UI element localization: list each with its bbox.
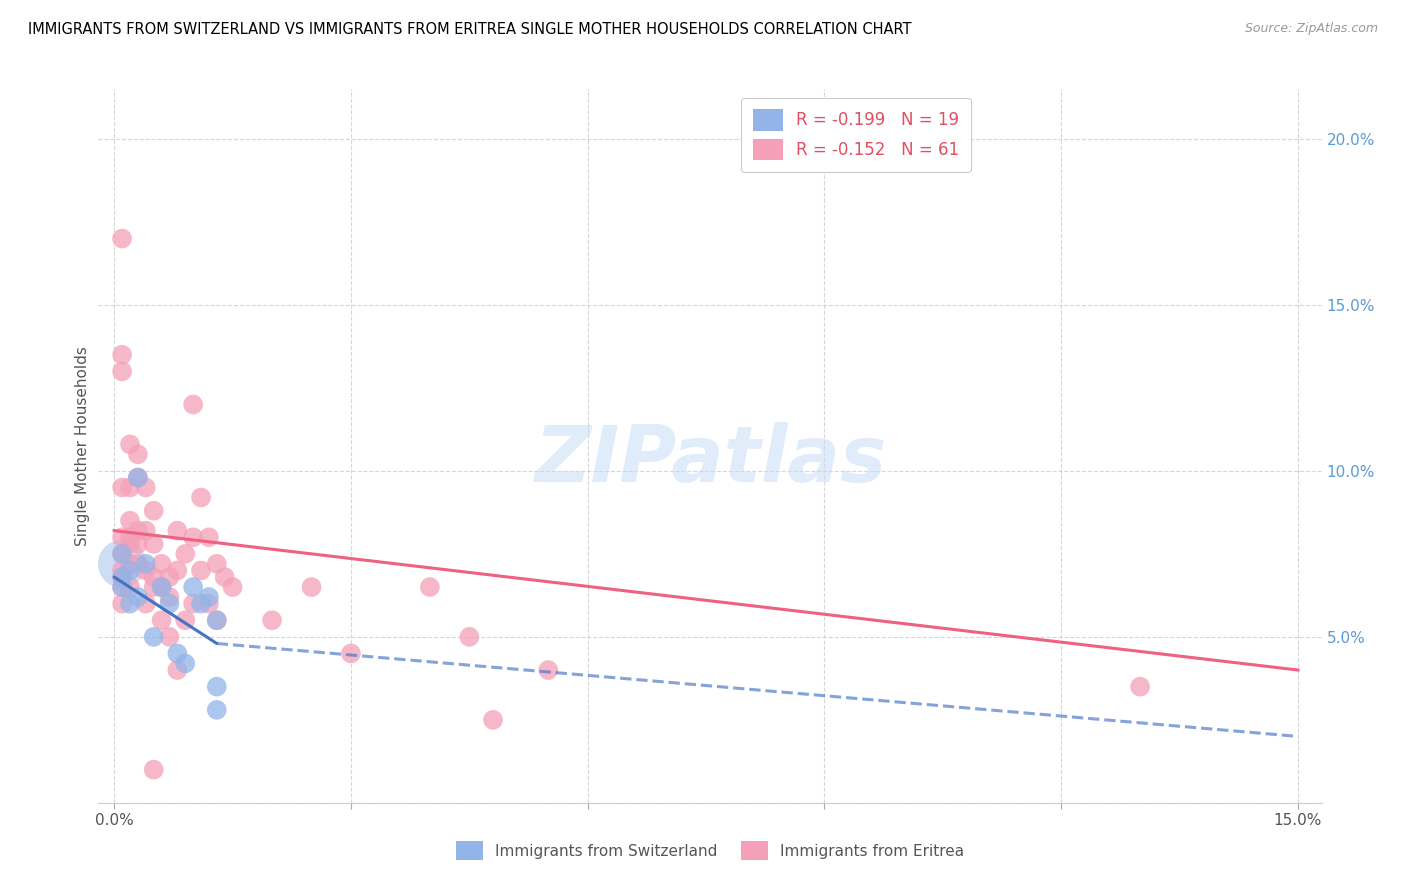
Point xyxy=(142,580,165,594)
Point xyxy=(301,580,323,594)
Point xyxy=(181,397,204,411)
Point xyxy=(127,557,149,571)
Point xyxy=(111,557,134,571)
Point xyxy=(118,437,141,451)
Point xyxy=(181,530,204,544)
Point xyxy=(205,703,228,717)
Point xyxy=(118,514,141,528)
Point xyxy=(482,713,505,727)
Point xyxy=(111,580,134,594)
Point xyxy=(190,564,212,578)
Point xyxy=(142,630,165,644)
Point xyxy=(111,231,134,245)
Point xyxy=(198,530,221,544)
Point xyxy=(127,537,149,551)
Text: IMMIGRANTS FROM SWITZERLAND VS IMMIGRANTS FROM ERITREA SINGLE MOTHER HOUSEHOLDS : IMMIGRANTS FROM SWITZERLAND VS IMMIGRANT… xyxy=(28,22,911,37)
Point xyxy=(190,597,212,611)
Point xyxy=(174,657,197,671)
Point xyxy=(111,597,134,611)
Point xyxy=(150,580,173,594)
Point xyxy=(174,613,197,627)
Point xyxy=(118,537,141,551)
Point xyxy=(205,680,228,694)
Point xyxy=(118,481,141,495)
Text: ZIPatlas: ZIPatlas xyxy=(534,422,886,499)
Point xyxy=(142,504,165,518)
Point xyxy=(190,491,212,505)
Point xyxy=(159,590,181,604)
Point xyxy=(166,524,188,538)
Point xyxy=(1129,680,1152,694)
Point xyxy=(135,564,157,578)
Point xyxy=(260,613,283,627)
Point xyxy=(111,564,134,578)
Point xyxy=(142,570,165,584)
Point xyxy=(111,364,134,378)
Text: Source: ZipAtlas.com: Source: ZipAtlas.com xyxy=(1244,22,1378,36)
Point xyxy=(205,613,228,627)
Point xyxy=(205,613,228,627)
Point xyxy=(150,580,173,594)
Point xyxy=(111,547,134,561)
Point xyxy=(142,537,165,551)
Point xyxy=(118,557,141,571)
Point xyxy=(150,557,173,571)
Point xyxy=(127,470,149,484)
Point xyxy=(111,547,134,561)
Point xyxy=(127,470,149,484)
Point xyxy=(159,597,181,611)
Point xyxy=(118,530,141,544)
Point xyxy=(135,557,157,571)
Point xyxy=(181,597,204,611)
Point xyxy=(111,570,134,584)
Point xyxy=(166,663,188,677)
Point xyxy=(111,481,134,495)
Legend: Immigrants from Switzerland, Immigrants from Eritrea: Immigrants from Switzerland, Immigrants … xyxy=(450,835,970,866)
Point xyxy=(118,580,141,594)
Point xyxy=(135,481,157,495)
Point xyxy=(166,564,188,578)
Point xyxy=(166,647,188,661)
Point xyxy=(537,663,560,677)
Point xyxy=(205,557,228,571)
Point xyxy=(111,530,134,544)
Point xyxy=(174,547,197,561)
Point xyxy=(127,590,149,604)
Point xyxy=(159,630,181,644)
Point xyxy=(198,590,221,604)
Point xyxy=(127,447,149,461)
Y-axis label: Single Mother Households: Single Mother Households xyxy=(75,346,90,546)
Point xyxy=(150,613,173,627)
Point xyxy=(198,597,221,611)
Point xyxy=(340,647,363,661)
Point xyxy=(111,580,134,594)
Point xyxy=(214,570,236,584)
Point xyxy=(142,763,165,777)
Point xyxy=(458,630,481,644)
Point xyxy=(127,524,149,538)
Point xyxy=(181,580,204,594)
Point xyxy=(118,564,141,578)
Point xyxy=(221,580,243,594)
Point xyxy=(118,597,141,611)
Point xyxy=(135,524,157,538)
Point xyxy=(419,580,441,594)
Point xyxy=(111,570,134,584)
Point xyxy=(159,570,181,584)
Point xyxy=(135,597,157,611)
Point xyxy=(111,348,134,362)
